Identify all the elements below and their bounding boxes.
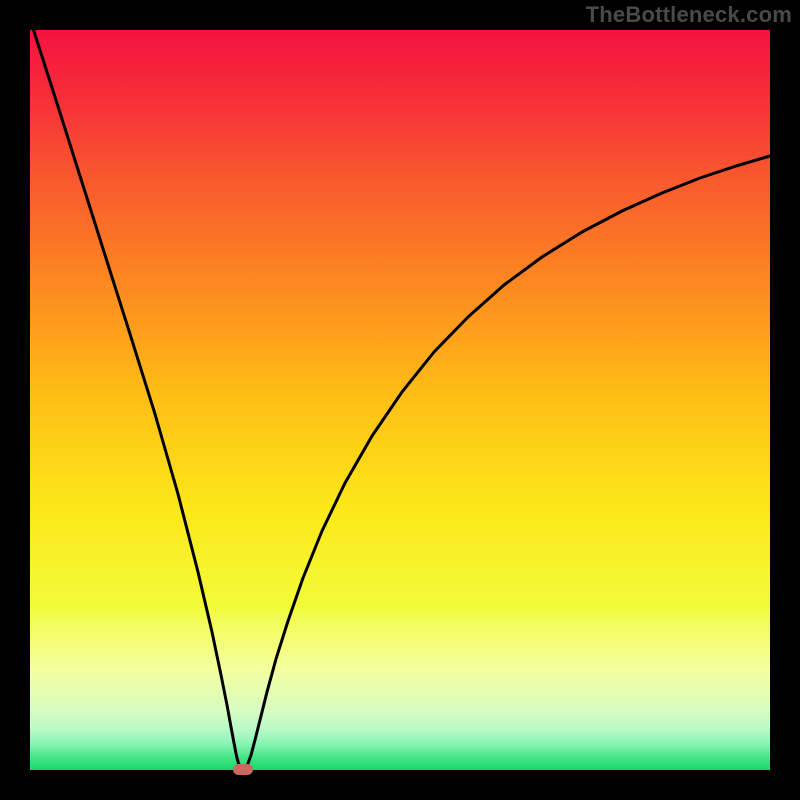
optimum-marker	[233, 764, 253, 775]
plot-gradient-background	[30, 30, 770, 770]
chart-container: TheBottleneck.com	[0, 0, 800, 800]
watermark-text: TheBottleneck.com	[586, 2, 792, 28]
